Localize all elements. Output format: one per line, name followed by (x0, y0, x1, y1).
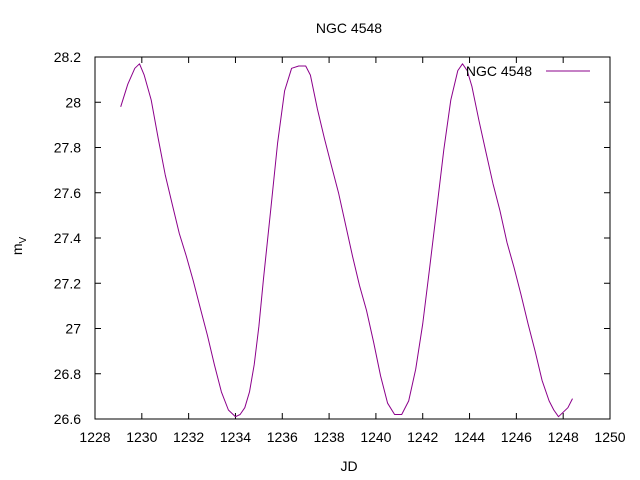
series-line-0 (120, 63, 573, 418)
chart-title: NGC 4548 (316, 20, 382, 36)
x-tick-label: 1238 (314, 429, 345, 445)
x-tick-label: 1236 (267, 429, 298, 445)
y-tick-label: 26.8 (54, 366, 81, 382)
x-tick-label: 1232 (173, 429, 204, 445)
y-tick-label: 27.4 (54, 230, 81, 246)
x-tick-label: 1248 (548, 429, 579, 445)
x-tick-label: 1246 (501, 429, 532, 445)
x-tick-label: 1244 (454, 429, 485, 445)
y-tick-label: 28.2 (54, 49, 81, 65)
x-axis-ticks: 1228 1230 1232 1234 1236 1238 1240 1242 1244 1246… (79, 57, 626, 445)
plot-frame (94, 56, 611, 420)
x-tick-label: 1240 (360, 429, 391, 445)
y-tick-label: 28 (65, 94, 81, 110)
y-tick-label: 27.6 (54, 185, 81, 201)
y-tick-label: 27 (65, 321, 81, 337)
y-tick-label: 27.2 (54, 275, 81, 291)
x-tick-label: 1234 (220, 429, 251, 445)
x-tick-label: 1230 (126, 429, 157, 445)
plot-area (94, 56, 611, 420)
x-axis-label: JD (340, 458, 357, 474)
x-tick-label: 1250 (594, 429, 625, 445)
y-tick-label: 26.6 (54, 411, 81, 427)
y-axis-label: mV (9, 237, 29, 256)
x-tick-label: 1242 (407, 429, 438, 445)
legend: NGC 4548 (466, 63, 590, 79)
y-tick-label: 27.8 (54, 140, 81, 156)
y-axis-label-sub: V (18, 237, 29, 244)
x-tick-label: 1228 (79, 429, 110, 445)
y-axis-ticks: 26.6 26.8 27 27.2 27.4 27.6 27.8 28 28.2 (54, 49, 610, 427)
series-layer (120, 63, 573, 418)
legend-label: NGC 4548 (466, 63, 532, 79)
y-axis-label-main: m (9, 244, 25, 256)
